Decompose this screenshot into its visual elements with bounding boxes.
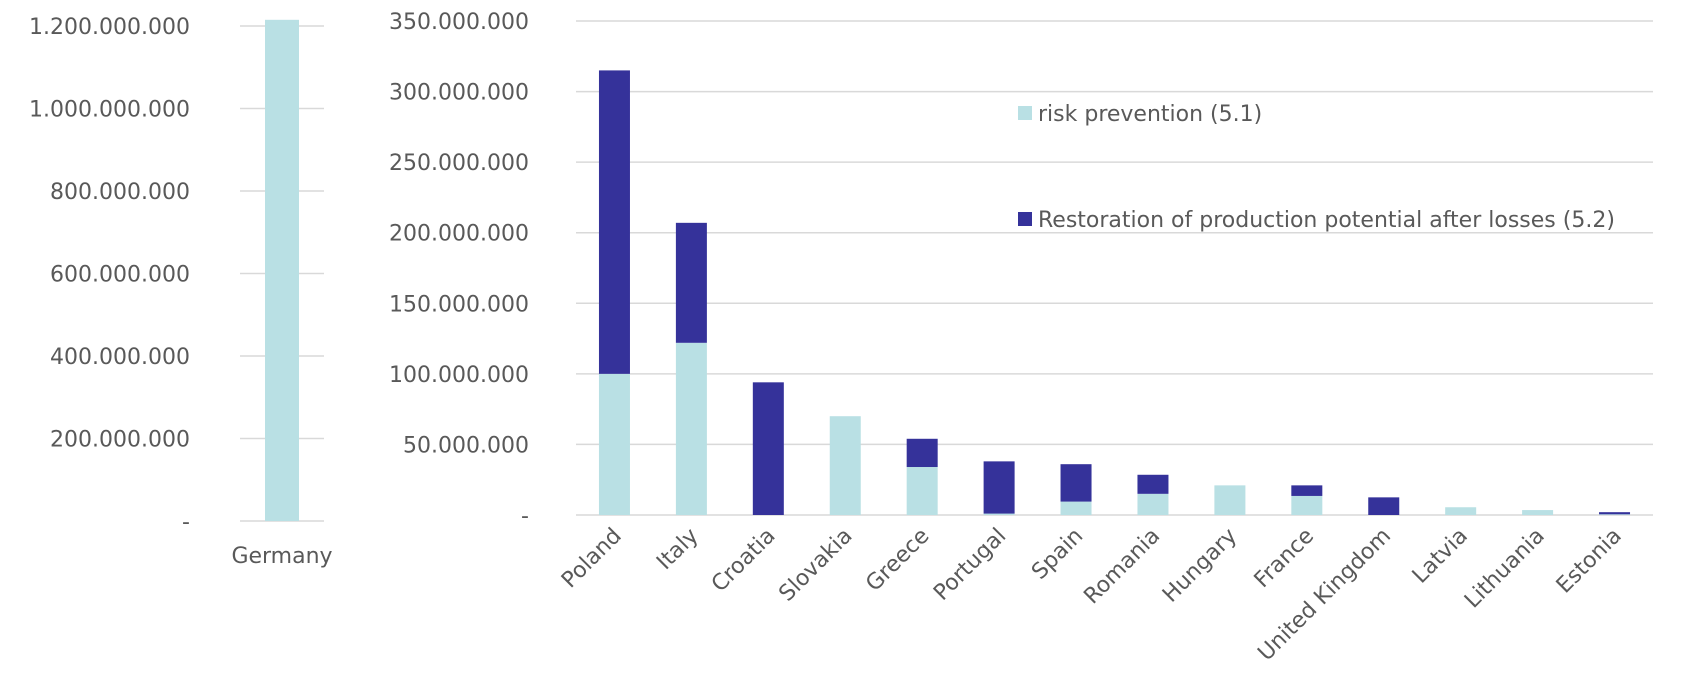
y-tick-label: 600.000.000	[50, 263, 190, 288]
x-tick-label: Greece	[861, 524, 934, 597]
bar-segment	[906, 467, 938, 515]
x-tick-label: Spain	[1027, 524, 1088, 585]
bar-segment	[752, 382, 784, 515]
countries-stacked-chart: - 50.000.000 100.000.000 150.000.000 200.000…	[389, 10, 1653, 666]
bar-segment	[983, 461, 1015, 514]
y-tick-label: 350.000.000	[389, 10, 529, 35]
bar-segment	[1060, 464, 1092, 502]
y-tick-label: 400.000.000	[50, 345, 190, 370]
bar-segment	[675, 222, 707, 343]
x-tick-label: France	[1250, 524, 1319, 593]
x-tick-label: Romania	[1079, 524, 1165, 610]
x-tick-label: Poland	[557, 524, 627, 594]
y-tick-label: 200.000.000	[50, 428, 190, 453]
bar-segment	[675, 342, 707, 515]
y-tick-label: 1.200.000.000	[29, 15, 190, 40]
bar-segment	[983, 513, 1015, 515]
legend-label: risk prevention (5.1)	[1038, 102, 1262, 127]
x-tick-label: Croatia	[707, 524, 781, 598]
y-tick-label: 50.000.000	[403, 433, 529, 458]
bar-segment	[1599, 512, 1631, 515]
y-tick-label: 250.000.000	[389, 151, 529, 176]
bar-segment	[1291, 495, 1323, 515]
bar-segment	[1137, 493, 1169, 515]
y-tick-label: 100.000.000	[389, 363, 529, 388]
x-tick-label: Lithuania	[1460, 524, 1550, 614]
y-tick-label: 800.000.000	[50, 180, 190, 205]
bar-segment	[1137, 474, 1169, 494]
x-tick-label: Estonia	[1552, 524, 1627, 599]
y-tick-label: -	[521, 504, 529, 529]
bar-segment	[1060, 501, 1092, 515]
x-tick-label: Italy	[652, 524, 703, 575]
legend-swatch	[1018, 106, 1032, 120]
x-tick-label: United Kingdom	[1253, 524, 1396, 667]
y-tick-label: 1.000.000.000	[29, 98, 190, 123]
bar-segment	[1368, 497, 1400, 515]
y-tick-label: 300.000.000	[389, 81, 529, 106]
legend-label: Restoration of production potential afte…	[1038, 208, 1615, 233]
x-tick-label: Latvia	[1408, 524, 1473, 589]
bar-segment	[1291, 485, 1323, 496]
bar-segment	[1214, 485, 1246, 515]
x-tick-label: Germany	[231, 544, 332, 569]
bar-segment	[598, 70, 630, 374]
bar-segment	[598, 373, 630, 515]
y-tick-label: -	[182, 510, 190, 535]
y-tick-label: 150.000.000	[389, 292, 529, 317]
bar-segment	[1445, 507, 1477, 515]
bar-segment	[906, 438, 938, 468]
x-tick-label: Hungary	[1158, 524, 1242, 608]
legend-swatch	[1018, 212, 1032, 226]
bar	[265, 19, 299, 521]
germany-chart: - 200.000.000 400.000.000 600.000.000 800.00…	[29, 15, 333, 569]
bar-segment	[1599, 514, 1631, 515]
x-tick-label: Slovakia	[774, 524, 857, 607]
y-tick-label: 200.000.000	[389, 222, 529, 247]
bar-segment	[1522, 510, 1554, 515]
bar-segment	[829, 416, 861, 515]
x-tick-label: Portugal	[929, 524, 1011, 606]
